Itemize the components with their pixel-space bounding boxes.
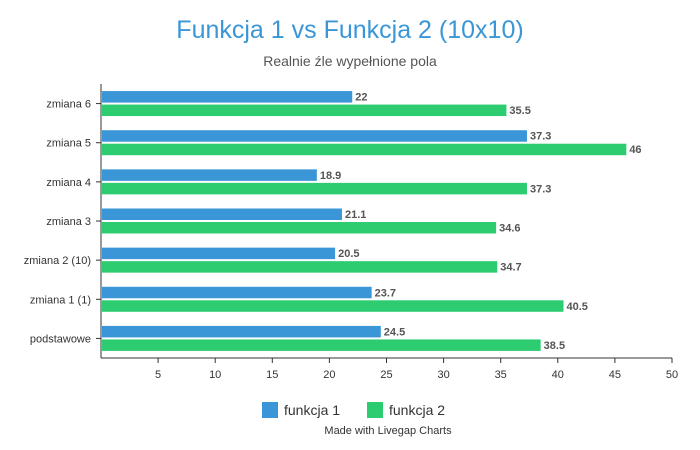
- bar-funkcja-2: [102, 104, 507, 117]
- legend-label: funkcja 2: [389, 402, 445, 418]
- bar-funkcja-1: [102, 286, 372, 299]
- category-label: zmiana 3: [46, 216, 91, 228]
- bar-funkcja-1: [102, 169, 317, 181]
- x-tick-label: 35: [495, 369, 507, 381]
- bar-funkcja-2: [102, 143, 627, 156]
- value-label: 46: [629, 144, 641, 156]
- value-label: 35.5: [509, 105, 530, 117]
- category-label: zmiana 5: [46, 138, 91, 150]
- legend: funkcja 1 funkcja 2: [262, 402, 445, 418]
- bar-funkcja-1: [102, 247, 336, 260]
- category-label: zmiana 4: [46, 177, 91, 189]
- value-label: 20.5: [338, 248, 359, 260]
- credit-text: Made with Livegap Charts: [324, 425, 452, 437]
- x-tick-label: 30: [437, 369, 449, 381]
- bar-funkcja-1: [102, 325, 381, 338]
- category-label: zmiana 2 (10): [24, 255, 91, 267]
- value-label: 23.7: [375, 287, 396, 299]
- bar-funkcja-1: [102, 208, 342, 220]
- x-tick-label: 20: [323, 369, 335, 381]
- plot-area: 5 10 15 20 25 30 35 40 45 50 zmiana 6 22 35.5 zmiana …: [24, 84, 678, 381]
- bar-funkcja-1: [102, 130, 527, 142]
- bar-funkcja-2: [102, 222, 497, 234]
- value-label: 40.5: [567, 301, 588, 313]
- bar-funkcja-2: [102, 339, 541, 351]
- category-label: zmiana 1 (1): [30, 294, 91, 306]
- category-label: zmiana 6: [46, 99, 91, 111]
- x-tick-label: 40: [552, 369, 564, 381]
- category-label: podstawowe: [30, 333, 91, 345]
- value-label: 22: [355, 92, 367, 104]
- bar-funkcja-1: [102, 91, 353, 103]
- x-tick-label: 45: [609, 369, 621, 381]
- value-label: 34.6: [499, 223, 520, 235]
- value-label: 37.3: [530, 183, 551, 195]
- chart-subtitle: Realnie źle wypełnione pola: [263, 53, 437, 69]
- legend-swatch: [367, 402, 383, 418]
- value-label: 37.3: [530, 131, 551, 143]
- bar-funkcja-2: [102, 182, 527, 195]
- value-label: 24.5: [384, 326, 405, 338]
- x-tick-label: 15: [266, 369, 278, 381]
- x-tick-label: 25: [380, 369, 392, 381]
- value-label: 21.1: [345, 209, 366, 221]
- bar-funkcja-2: [102, 261, 498, 273]
- x-tick-label: 50: [666, 369, 678, 381]
- legend-label: funkcja 1: [284, 402, 340, 418]
- legend-swatch: [262, 402, 278, 418]
- bar-funkcja-2: [102, 300, 564, 312]
- x-tick-label: 5: [155, 369, 161, 381]
- x-tick-label: 10: [209, 369, 221, 381]
- value-label: 18.9: [320, 170, 341, 182]
- value-label: 38.5: [544, 340, 565, 352]
- chart-title: Funkcja 1 vs Funkcja 2 (10x10): [176, 16, 523, 44]
- value-label: 34.7: [500, 262, 521, 274]
